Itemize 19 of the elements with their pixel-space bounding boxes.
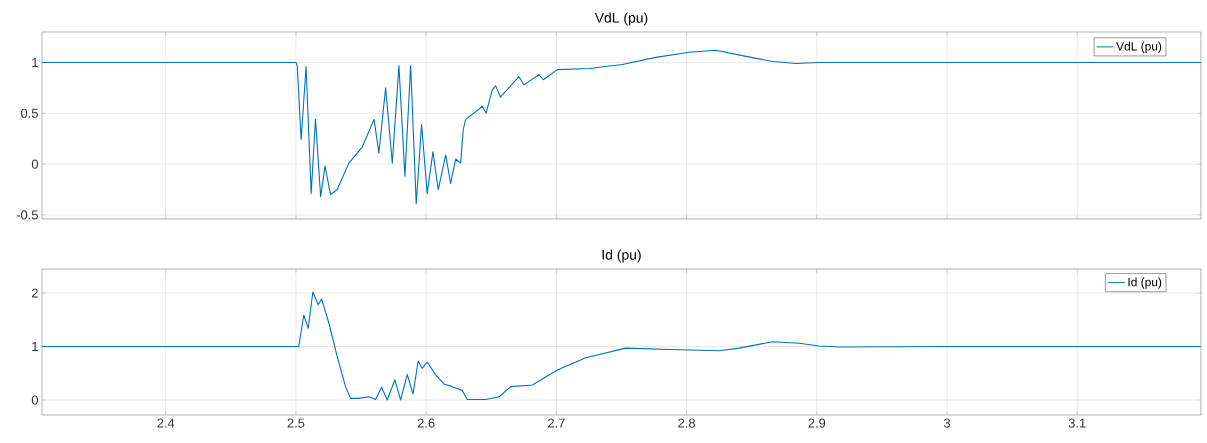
legend-label: VdL (pu): [1116, 41, 1162, 53]
y-tick-label: 1: [32, 342, 38, 351]
x-tick-label: 3.1: [1068, 418, 1086, 428]
y-tick-label: 2: [31, 288, 38, 298]
y-tick-label: 0: [31, 395, 38, 405]
y-tick-label: -0.5: [16, 210, 38, 220]
chart-title: Id (pu): [602, 249, 641, 263]
y-tick-label: 0: [31, 159, 38, 169]
chart-title: VdL (pu): [594, 12, 648, 26]
y-tick-label: 1: [32, 58, 38, 67]
x-tick-label: 2.8: [678, 418, 695, 428]
x-tick-label: 2.6: [417, 418, 435, 428]
x-tick-label: 2.4: [157, 418, 175, 428]
x-tick-label: 2.7: [548, 418, 565, 428]
x-tick-label: 2.9: [808, 418, 826, 428]
x-tick-label: 2.5: [287, 418, 305, 428]
x-tick-label: 3: [943, 418, 951, 428]
y-tick-label: 0.5: [20, 108, 38, 118]
legend-label: Id (pu): [1128, 277, 1162, 289]
